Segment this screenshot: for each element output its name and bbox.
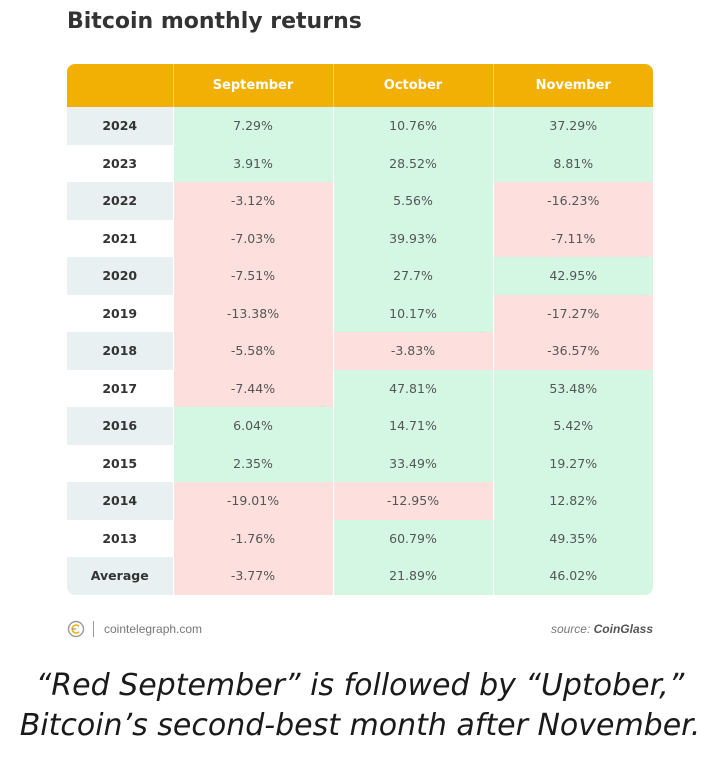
table-row: 2020 -7.51% 27.7% 42.95% <box>67 257 653 295</box>
cell-october: 28.52% <box>332 144 493 182</box>
table-row: 2021 -7.03% 39.93% -7.11% <box>67 219 653 257</box>
cell-november: -17.27% <box>492 294 653 332</box>
cell-september: -1.76% <box>172 519 333 557</box>
cell-november: -7.11% <box>492 219 653 257</box>
footer-divider <box>93 621 94 637</box>
row-label: 2020 <box>67 257 173 295</box>
cell-september: -7.44% <box>172 369 333 407</box>
caption-line-1: “Red September” is followed by “Uptober,… <box>35 668 685 703</box>
table-row: 2016 6.04% 14.71% 5.42% <box>67 407 653 445</box>
header-row: September October November <box>67 64 653 107</box>
cell-november: 53.48% <box>492 369 653 407</box>
cell-october: 33.49% <box>332 444 493 482</box>
caption: “Red September” is followed by “Uptober,… <box>0 666 720 746</box>
cell-september: 6.04% <box>172 407 333 445</box>
cell-november: 49.35% <box>492 519 653 557</box>
row-label: 2024 <box>67 107 173 145</box>
header-year <box>67 64 173 107</box>
cell-september: 7.29% <box>172 107 333 145</box>
row-label: 2021 <box>67 219 173 257</box>
table-row: 2024 7.29% 10.76% 37.29% <box>67 107 653 145</box>
cell-october: 5.56% <box>332 182 493 220</box>
source-credit: source: CoinGlass <box>551 622 653 636</box>
table-row: 2023 3.91% 28.52% 8.81% <box>67 144 653 182</box>
chart-title: Bitcoin monthly returns <box>67 9 362 34</box>
footer: cointelegraph.com source: CoinGlass <box>67 619 653 639</box>
row-label: 2013 <box>67 519 173 557</box>
cell-october: 10.76% <box>332 107 493 145</box>
table-row: 2022 -3.12% 5.56% -16.23% <box>67 182 653 220</box>
table-row: 2018 -5.58% -3.83% -36.57% <box>67 332 653 370</box>
cell-september: -7.03% <box>172 219 333 257</box>
cell-october: 47.81% <box>332 369 493 407</box>
cell-september: -3.77% <box>172 557 333 595</box>
cell-november: 46.02% <box>492 557 653 595</box>
row-label: 2017 <box>67 369 173 407</box>
table-row: Average -3.77% 21.89% 46.02% <box>67 557 653 595</box>
cell-november: 12.82% <box>492 482 653 520</box>
cell-october: 21.89% <box>332 557 493 595</box>
row-label: 2014 <box>67 482 173 520</box>
source-prefix: source: <box>550 622 594 636</box>
returns-table: September October November 2024 7.29% 10.7… <box>67 64 653 595</box>
cell-november: 5.42% <box>492 407 653 445</box>
cell-november: 19.27% <box>492 444 653 482</box>
table-row: 2015 2.35% 33.49% 19.27% <box>67 444 653 482</box>
row-label: Average <box>67 557 173 595</box>
cell-october: -12.95% <box>332 482 493 520</box>
cell-october: 14.71% <box>332 407 493 445</box>
row-label: 2018 <box>67 332 173 370</box>
caption-line-2: Bitcoin’s second-best month after Novemb… <box>19 708 701 743</box>
table-row: 2019 -13.38% 10.17% -17.27% <box>67 294 653 332</box>
cell-november: -16.23% <box>492 182 653 220</box>
table-body: 2024 7.29% 10.76% 37.29% 2023 3.91% 28.52% 8.81… <box>67 107 653 595</box>
header-october: October <box>332 64 493 107</box>
cell-september: -13.38% <box>172 294 333 332</box>
cell-november: 37.29% <box>492 107 653 145</box>
cell-october: 60.79% <box>332 519 493 557</box>
source-name: CoinGlass <box>593 622 653 636</box>
cell-october: 39.93% <box>332 219 493 257</box>
cell-october: 27.7% <box>332 257 493 295</box>
row-label: 2019 <box>67 294 173 332</box>
cell-september: -3.12% <box>172 182 333 220</box>
cell-september: -5.58% <box>172 332 333 370</box>
cointelegraph-logo-icon <box>67 620 85 638</box>
row-label: 2022 <box>67 182 173 220</box>
row-label: 2015 <box>67 444 173 482</box>
site-link[interactable]: cointelegraph.com <box>104 622 203 636</box>
cell-october: 10.17% <box>332 294 493 332</box>
cell-november: 42.95% <box>492 257 653 295</box>
cell-october: -3.83% <box>332 332 493 370</box>
cell-september: -19.01% <box>172 482 333 520</box>
cell-september: 3.91% <box>172 144 333 182</box>
cell-september: 2.35% <box>172 444 333 482</box>
header-september: September <box>172 64 333 107</box>
row-label: 2016 <box>67 407 173 445</box>
row-label: 2023 <box>67 144 173 182</box>
cell-november: -36.57% <box>492 332 653 370</box>
table-row: 2017 -7.44% 47.81% 53.48% <box>67 369 653 407</box>
cell-september: -7.51% <box>172 257 333 295</box>
cell-november: 8.81% <box>492 144 653 182</box>
table-row: 2014 -19.01% -12.95% 12.82% <box>67 482 653 520</box>
header-november: November <box>492 64 653 107</box>
returns-table-container: September October November 2024 7.29% 10.7… <box>67 64 653 595</box>
table-row: 2013 -1.76% 60.79% 49.35% <box>67 519 653 557</box>
